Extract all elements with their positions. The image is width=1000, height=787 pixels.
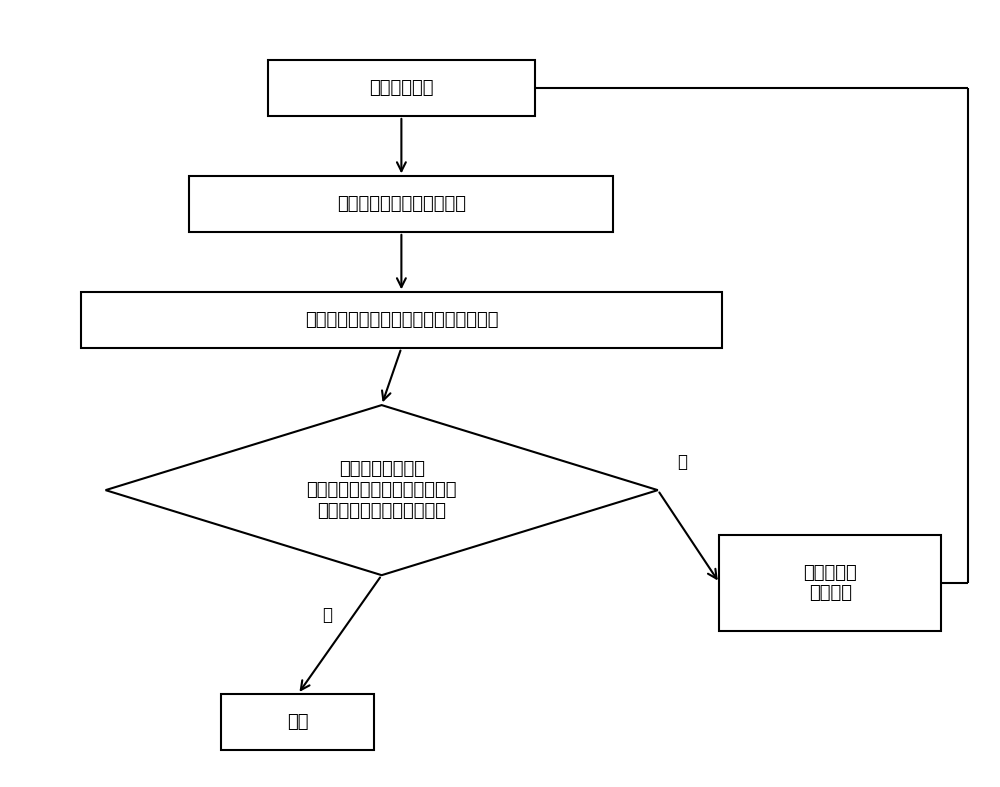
Text: 否: 否 [678, 453, 688, 471]
Text: 获取待采集目标的位置的综合中心点位置: 获取待采集目标的位置的综合中心点位置 [305, 311, 498, 329]
Bar [268, 61, 535, 116]
Text: 结束: 结束 [287, 713, 309, 731]
Bar [221, 694, 374, 750]
Bar [81, 292, 722, 348]
Text: 获取采集区域: 获取采集区域 [369, 79, 434, 97]
Text: 判断综合中心点位
置与采集区域上的设定点之间的
位置关系是否达到预设标准: 判断综合中心点位 置与采集区域上的设定点之间的 位置关系是否达到预设标准 [306, 460, 457, 520]
Text: 获取待采集目标的位置信息: 获取待采集目标的位置信息 [337, 195, 466, 213]
Bar [189, 176, 613, 232]
Text: 调整显示装
置的角度: 调整显示装 置的角度 [803, 563, 857, 602]
Polygon shape [106, 405, 658, 575]
Text: 是: 是 [322, 606, 332, 624]
Bar [719, 534, 941, 631]
